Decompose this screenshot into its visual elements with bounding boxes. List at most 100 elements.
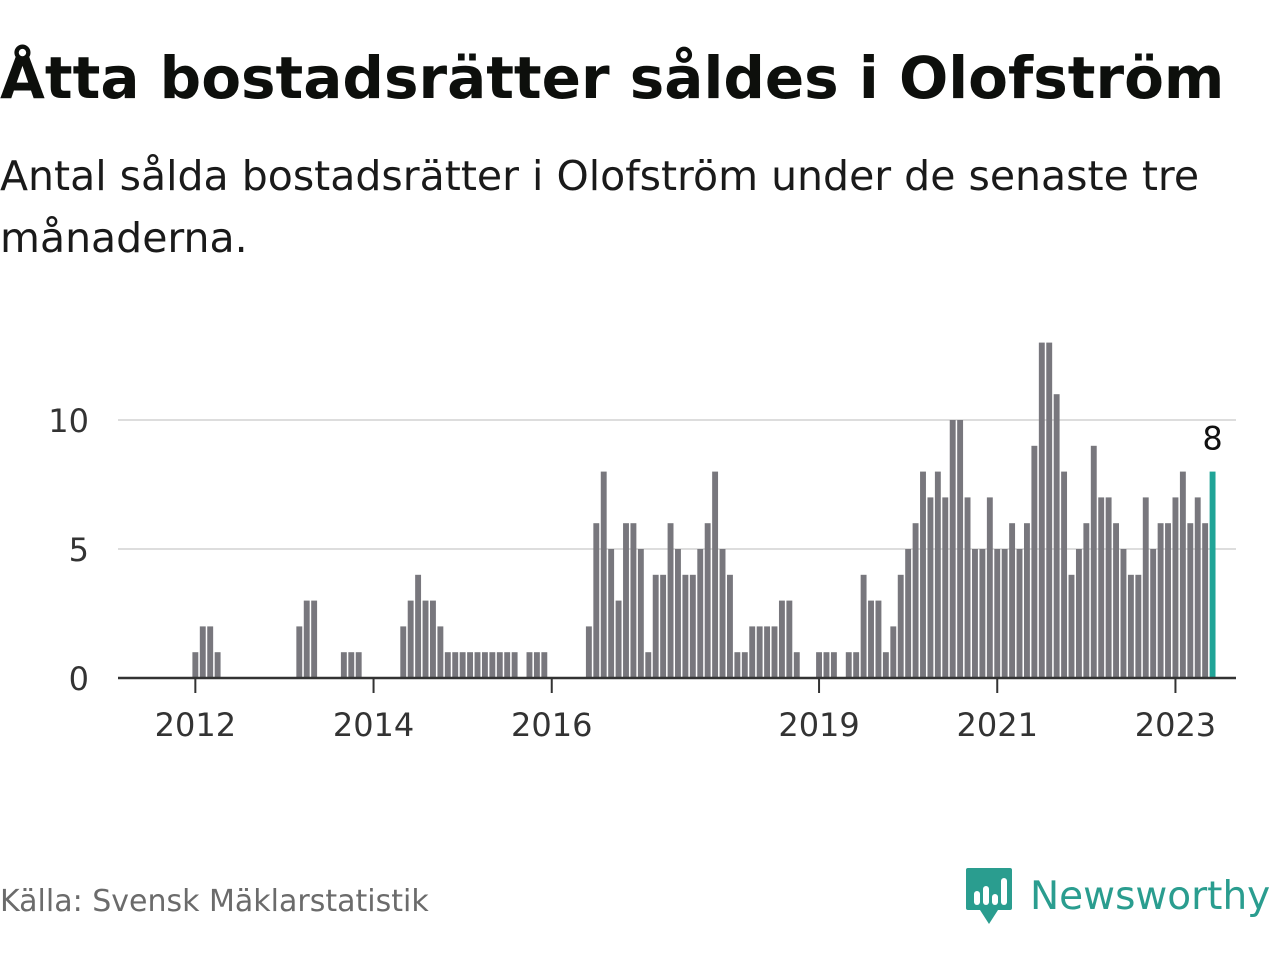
bar <box>712 471 719 678</box>
bar <box>912 523 919 678</box>
chart-title: Åtta bostadsrätter såldes i Olofström <box>0 44 1225 112</box>
bar <box>637 549 644 678</box>
bar <box>897 574 904 678</box>
bar <box>964 497 971 678</box>
source-note: Källa: Svensk Mäklarstatistik <box>0 884 429 919</box>
bar <box>541 652 548 678</box>
bar <box>957 420 964 678</box>
bar <box>533 652 540 678</box>
bar <box>771 626 778 678</box>
bar <box>348 652 355 678</box>
bar <box>1046 342 1053 678</box>
highlight-bar <box>1209 471 1216 678</box>
bar <box>1083 523 1090 678</box>
bar <box>355 652 362 678</box>
bar <box>496 652 503 678</box>
axes <box>118 676 1236 693</box>
bar <box>585 626 592 678</box>
bar <box>994 549 1001 678</box>
newsworthy-logo-icon <box>966 868 1012 924</box>
bar <box>444 652 451 678</box>
bar <box>459 652 466 678</box>
bar <box>823 652 830 678</box>
x-tick-label: 2014 <box>333 706 414 744</box>
bar <box>207 626 214 678</box>
bar <box>652 574 659 678</box>
bar <box>749 626 756 678</box>
bar <box>1009 523 1016 678</box>
bar <box>199 626 206 678</box>
bar <box>1179 471 1186 678</box>
bar <box>972 549 978 678</box>
bar <box>504 652 511 678</box>
bar <box>1038 342 1045 678</box>
bar <box>741 652 748 678</box>
brand-logo: Newsworthy <box>964 864 1270 928</box>
bar <box>407 600 414 678</box>
bar <box>1068 574 1075 678</box>
bar <box>719 549 726 678</box>
bar <box>1165 523 1171 678</box>
y-tick-label: 5 <box>69 531 89 569</box>
bar-chart: 0 5 10 8 2012 2014 2016 2019 2021 2023 <box>48 342 1236 744</box>
brand-name: Newsworthy <box>1030 873 1271 919</box>
bar <box>905 549 912 678</box>
bar <box>1113 523 1119 678</box>
bar <box>949 420 956 678</box>
bar <box>853 652 860 678</box>
bar <box>830 652 837 678</box>
bar <box>311 600 318 678</box>
bar <box>489 652 496 678</box>
bar <box>756 626 763 678</box>
bars <box>192 342 1216 678</box>
bar <box>882 652 889 678</box>
bar <box>608 549 615 678</box>
bar <box>1157 523 1164 678</box>
bar <box>1187 523 1194 678</box>
bar <box>593 523 600 678</box>
bar <box>845 652 852 678</box>
x-tick-label: 2021 <box>957 706 1038 744</box>
bar <box>727 574 733 678</box>
bar <box>675 549 681 678</box>
y-tick-label: 0 <box>69 660 89 698</box>
bar <box>860 574 867 678</box>
labels: 0 5 10 8 2012 2014 2016 2019 2021 2023 <box>48 402 1222 744</box>
bar <box>793 652 800 678</box>
bar <box>682 574 689 678</box>
bar <box>511 652 518 678</box>
bar <box>1142 497 1149 678</box>
bar <box>481 652 488 678</box>
bar <box>875 600 882 678</box>
bar <box>303 600 310 678</box>
highlight-value-label: 8 <box>1202 420 1222 458</box>
grid-lines <box>118 419 1236 550</box>
bar <box>786 600 793 678</box>
bar <box>1135 574 1142 678</box>
bar <box>689 574 696 678</box>
bar <box>600 471 607 678</box>
y-tick-label: 10 <box>48 402 89 440</box>
bar <box>214 652 221 678</box>
bar <box>816 652 822 678</box>
bar <box>296 626 303 678</box>
chart-subtitle: Antal sålda bostadsrätter i Olofström un… <box>0 152 1200 262</box>
bar <box>526 652 533 678</box>
bar <box>927 497 934 678</box>
bar <box>1016 549 1023 678</box>
bar <box>645 652 652 678</box>
bar <box>452 652 459 678</box>
bar <box>697 549 704 678</box>
bar <box>934 471 941 678</box>
bar <box>734 652 741 678</box>
bar <box>1053 394 1060 678</box>
bar <box>979 549 986 678</box>
bar <box>704 523 711 678</box>
bar <box>430 600 436 678</box>
bar <box>1061 471 1068 678</box>
bar <box>764 626 771 678</box>
bar <box>1075 549 1082 678</box>
bar <box>778 600 785 678</box>
x-tick-label: 2023 <box>1135 706 1216 744</box>
bar <box>623 523 629 678</box>
